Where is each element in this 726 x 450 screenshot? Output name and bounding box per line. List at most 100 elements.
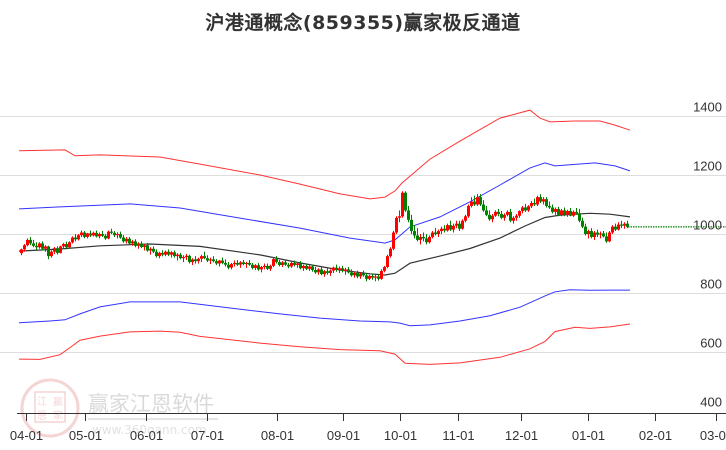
- candle: [617, 222, 620, 231]
- candle: [485, 205, 488, 217]
- candle: [521, 205, 524, 214]
- watermark-seal-3: 恩: [37, 410, 47, 422]
- candle: [455, 220, 458, 229]
- candle: [53, 246, 56, 255]
- candle: [302, 264, 305, 271]
- candle: [566, 209, 569, 217]
- candle: [116, 232, 119, 239]
- x-tick-label: 11-01: [442, 428, 474, 443]
- candle: [533, 198, 536, 206]
- candle: [41, 241, 44, 251]
- candle: [365, 272, 368, 282]
- candle: [380, 269, 383, 280]
- y-tick-label: 1200: [693, 159, 722, 174]
- candle: [161, 250, 164, 257]
- channel-lines: [18, 109, 726, 365]
- candle: [323, 269, 326, 277]
- candle: [77, 234, 80, 241]
- candle: [326, 268, 329, 275]
- candle: [416, 228, 419, 242]
- candle: [224, 259, 227, 267]
- candle: [254, 264, 257, 270]
- candle: [32, 239, 35, 248]
- x-tick-label: 06-01: [130, 428, 163, 443]
- candle: [191, 258, 194, 265]
- candle: [146, 242, 149, 252]
- candle: [383, 265, 386, 273]
- candle: [443, 225, 446, 233]
- candle: [128, 236, 131, 245]
- candle: [221, 257, 224, 265]
- candle: [257, 262, 260, 271]
- candle: [317, 268, 320, 275]
- candle: [461, 219, 464, 230]
- candle: [281, 261, 284, 268]
- candle: [446, 223, 449, 232]
- candle: [44, 245, 47, 252]
- candle: [98, 232, 101, 239]
- candle: [155, 249, 158, 258]
- candle: [386, 254, 389, 269]
- candle: [89, 230, 92, 237]
- y-tick-label: 1000: [693, 218, 722, 233]
- x-tick-label: 03-01: [700, 428, 726, 443]
- candle: [335, 264, 338, 272]
- candle: [266, 263, 269, 270]
- candle: [227, 262, 230, 270]
- candle: [173, 250, 176, 258]
- candle: [377, 274, 380, 281]
- candle: [509, 208, 512, 223]
- candle: [623, 222, 626, 229]
- candle: [110, 228, 113, 234]
- candle: [113, 231, 116, 237]
- candle: [47, 245, 50, 260]
- candle: [212, 256, 215, 263]
- candle: [242, 259, 245, 266]
- candle: [602, 231, 605, 238]
- candle: [569, 208, 572, 217]
- candle: [548, 201, 551, 209]
- x-tick-label: 10-01: [384, 428, 417, 443]
- candle: [494, 210, 497, 217]
- candle: [374, 274, 377, 282]
- candle: [170, 251, 173, 258]
- candle: [425, 234, 428, 245]
- candle: [86, 232, 89, 239]
- candle: [29, 236, 32, 246]
- candle: [236, 259, 239, 266]
- candle: [581, 217, 584, 229]
- candle: [362, 270, 365, 277]
- candle: [341, 265, 344, 273]
- candlesticks: [20, 191, 629, 282]
- candle: [23, 244, 26, 252]
- candle: [563, 207, 566, 217]
- candle: [527, 205, 530, 212]
- candle: [56, 246, 59, 255]
- candle: [260, 265, 263, 273]
- candle: [476, 194, 479, 206]
- candle: [452, 223, 455, 233]
- candle: [230, 262, 233, 270]
- candle: [320, 267, 323, 276]
- candle: [293, 260, 296, 267]
- candle: [167, 249, 170, 257]
- x-tick-label: 04-01: [10, 428, 43, 443]
- candle: [626, 220, 629, 229]
- candle: [194, 256, 197, 264]
- candle: [290, 261, 293, 268]
- candle: [131, 239, 134, 246]
- candle: [605, 232, 608, 243]
- candle: [104, 234, 107, 240]
- candle: [467, 204, 470, 218]
- chart-title: 沪港通概念(859355)赢家极反通道: [205, 12, 521, 34]
- candle: [101, 231, 104, 237]
- candle: [299, 261, 302, 270]
- candle: [200, 254, 203, 263]
- candle: [209, 257, 212, 265]
- candle: [332, 266, 335, 273]
- candle: [74, 234, 77, 242]
- candle: [92, 231, 95, 237]
- candle: [422, 232, 425, 242]
- candle: [431, 231, 434, 239]
- candle: [272, 257, 275, 268]
